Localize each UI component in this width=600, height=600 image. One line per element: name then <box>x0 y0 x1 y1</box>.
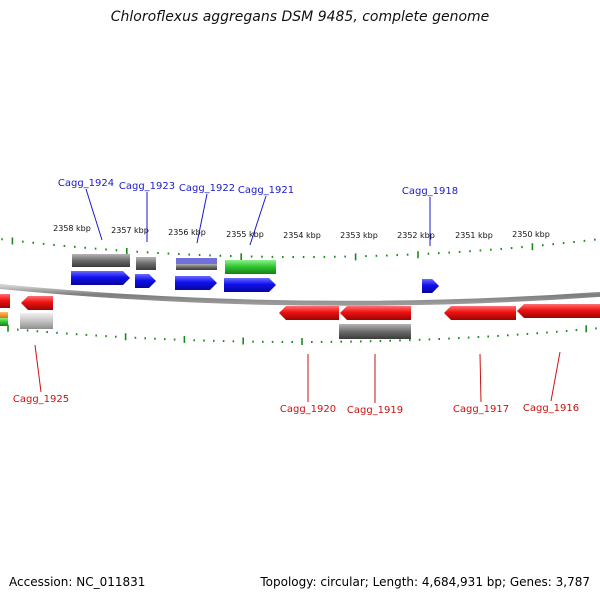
reverse-gene-label[interactable]: Cagg_1919 <box>347 405 403 416</box>
feature-block <box>0 312 8 318</box>
forward-gene-label[interactable]: Cagg_1918 <box>402 186 458 197</box>
forward-gene-arrow <box>135 274 156 288</box>
map-title: Chloroflexus aggregans DSM 9485, complet… <box>110 9 490 25</box>
leader-line <box>34 344 42 393</box>
feature-block <box>0 318 8 326</box>
forward-gene-arrow <box>422 279 439 293</box>
inner-tick-ring <box>7 324 597 345</box>
forward-gene-label[interactable]: Cagg_1923 <box>119 181 175 192</box>
reverse-gene-arrow <box>517 304 600 318</box>
feature-block <box>176 258 217 264</box>
forward-gene-label[interactable]: Cagg_1922 <box>179 183 235 194</box>
reverse-gene-arrow <box>444 306 516 320</box>
reverse-gene-arrow <box>21 296 53 310</box>
reverse-gene-label[interactable]: Cagg_1917 <box>453 404 509 415</box>
leader-line <box>196 193 208 244</box>
leader-line <box>550 351 561 402</box>
scale-label: 2353 kbp <box>340 231 378 240</box>
scale-label: 2352 kbp <box>397 231 435 240</box>
feature-block <box>72 254 130 267</box>
genome-backbone <box>0 283 600 306</box>
leader-line <box>479 353 482 403</box>
feature-block <box>136 257 156 270</box>
scale-labels: 2358 kbp 2357 kbp 2356 kbp 2355 kbp 2354 kbp… <box>53 224 550 240</box>
feature-block <box>339 324 411 339</box>
reverse-gene-label[interactable]: Cagg_1916 <box>523 403 579 414</box>
scale-label: 2350 kbp <box>512 230 550 239</box>
label-leader-lines <box>34 188 561 403</box>
gene-labels: Cagg_1924 Cagg_1923 Cagg_1922 Cagg_1921 Cagg… <box>13 178 579 416</box>
forward-gene-arrow <box>224 278 276 292</box>
forward-gene-arrow <box>175 276 217 290</box>
reverse-gene-label[interactable]: Cagg_1925 <box>13 394 69 405</box>
scale-label: 2357 kbp <box>111 226 149 235</box>
scale-label: 2356 kbp <box>168 228 206 237</box>
feature-block <box>176 264 217 270</box>
scale-label: 2351 kbp <box>455 231 493 240</box>
reverse-gene-label[interactable]: Cagg_1920 <box>280 404 336 415</box>
scale-label: 2355 kbp <box>226 230 264 239</box>
reverse-gene-arrow <box>279 306 339 320</box>
genome-summary-text: Topology: circular; Length: 4,684,931 bp… <box>260 575 590 589</box>
feature-track <box>0 254 600 339</box>
forward-gene-label[interactable]: Cagg_1924 <box>58 178 114 189</box>
forward-gene-arrow <box>71 271 130 285</box>
leader-line <box>249 195 267 246</box>
outer-tick-ring <box>1 237 596 261</box>
accession-text: Accession: NC_011831 <box>9 575 146 589</box>
feature-block <box>20 313 53 329</box>
forward-gene-label[interactable]: Cagg_1921 <box>238 185 294 196</box>
scale-label: 2358 kbp <box>53 224 91 233</box>
feature-block <box>225 260 276 274</box>
reverse-gene-arrow <box>0 294 10 308</box>
reverse-gene-arrow <box>340 306 411 320</box>
leader-line <box>85 188 103 241</box>
scale-label: 2354 kbp <box>283 231 321 240</box>
